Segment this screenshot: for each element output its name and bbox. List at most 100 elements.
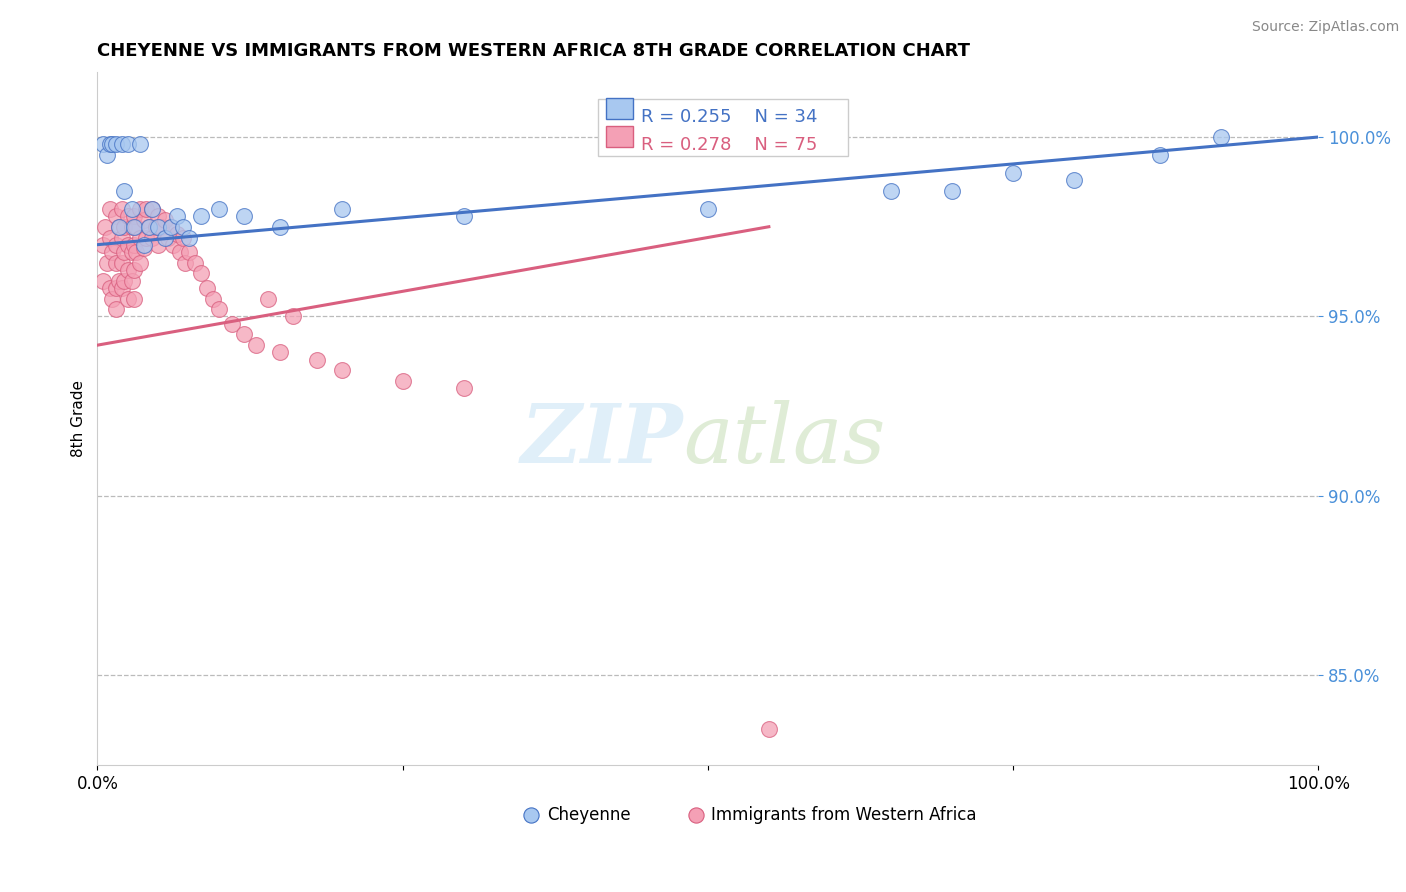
FancyBboxPatch shape — [598, 99, 848, 155]
Point — [208, 202, 231, 216]
Point — [117, 292, 139, 306]
Point — [190, 266, 212, 280]
Text: R = 0.278    N = 75: R = 0.278 N = 75 — [641, 136, 817, 154]
Point — [245, 338, 267, 352]
Point — [453, 381, 475, 395]
Point — [122, 262, 145, 277]
Point — [132, 241, 155, 255]
Point — [111, 202, 134, 216]
Point — [153, 212, 176, 227]
Y-axis label: 8th Grade: 8th Grade — [72, 380, 86, 458]
Text: atlas: atlas — [683, 400, 886, 480]
Point — [96, 148, 118, 162]
Point — [138, 219, 160, 234]
Point — [104, 237, 127, 252]
Point — [129, 202, 152, 216]
Point — [145, 219, 167, 234]
Point — [121, 219, 143, 234]
Point — [177, 230, 200, 244]
Point — [1209, 130, 1232, 145]
Text: Source: ZipAtlas.com: Source: ZipAtlas.com — [1251, 20, 1399, 34]
Point — [157, 230, 180, 244]
Point — [141, 202, 163, 216]
Point — [148, 209, 170, 223]
Point — [122, 219, 145, 234]
Point — [101, 244, 124, 259]
Point — [169, 244, 191, 259]
Point — [148, 219, 170, 234]
Point — [132, 237, 155, 252]
Point — [121, 244, 143, 259]
Point — [269, 219, 291, 234]
Point — [122, 292, 145, 306]
Point — [122, 209, 145, 223]
Point — [281, 310, 304, 324]
Point — [159, 219, 181, 234]
FancyBboxPatch shape — [606, 98, 633, 119]
Point — [104, 209, 127, 223]
Point — [208, 302, 231, 317]
Point — [391, 374, 413, 388]
Point — [117, 137, 139, 152]
Point — [190, 209, 212, 223]
Point — [104, 302, 127, 317]
Point — [101, 292, 124, 306]
Point — [221, 317, 243, 331]
Point — [307, 352, 329, 367]
Point — [111, 230, 134, 244]
Point — [93, 274, 115, 288]
Point — [330, 363, 353, 377]
Point — [125, 244, 148, 259]
Point — [96, 255, 118, 269]
Text: ZIP: ZIP — [520, 400, 683, 480]
Point — [125, 219, 148, 234]
Point — [174, 255, 197, 269]
Point — [141, 230, 163, 244]
Point — [758, 722, 780, 736]
Point — [93, 237, 115, 252]
Point — [121, 202, 143, 216]
Point — [132, 212, 155, 227]
Point — [232, 209, 254, 223]
Point — [202, 292, 225, 306]
Point — [172, 230, 194, 244]
Point — [453, 209, 475, 223]
Point — [112, 184, 135, 198]
Point — [148, 237, 170, 252]
Point — [108, 219, 131, 234]
Point — [172, 219, 194, 234]
Point — [166, 209, 188, 223]
Point — [159, 219, 181, 234]
Point — [269, 345, 291, 359]
Point — [117, 262, 139, 277]
Point — [112, 244, 135, 259]
Point — [135, 202, 157, 216]
Point — [880, 184, 903, 198]
Point — [1149, 148, 1171, 162]
Point — [98, 230, 121, 244]
Point — [111, 255, 134, 269]
Point — [98, 202, 121, 216]
Point — [104, 137, 127, 152]
FancyBboxPatch shape — [606, 126, 633, 146]
Point — [121, 274, 143, 288]
Point — [149, 219, 172, 234]
Point — [129, 255, 152, 269]
Point — [166, 227, 188, 241]
Text: Cheyenne: Cheyenne — [547, 805, 630, 824]
Point — [195, 281, 218, 295]
Point — [941, 184, 963, 198]
Point — [162, 237, 184, 252]
Text: Immigrants from Western Africa: Immigrants from Western Africa — [711, 805, 977, 824]
Point — [330, 202, 353, 216]
Text: CHEYENNE VS IMMIGRANTS FROM WESTERN AFRICA 8TH GRADE CORRELATION CHART: CHEYENNE VS IMMIGRANTS FROM WESTERN AFRI… — [97, 42, 970, 60]
Point — [117, 237, 139, 252]
Point — [108, 274, 131, 288]
Point — [101, 137, 124, 152]
Point — [1063, 173, 1085, 187]
Point — [129, 230, 152, 244]
Point — [257, 292, 280, 306]
Point — [93, 219, 115, 234]
Point — [1002, 166, 1025, 180]
Point — [112, 274, 135, 288]
